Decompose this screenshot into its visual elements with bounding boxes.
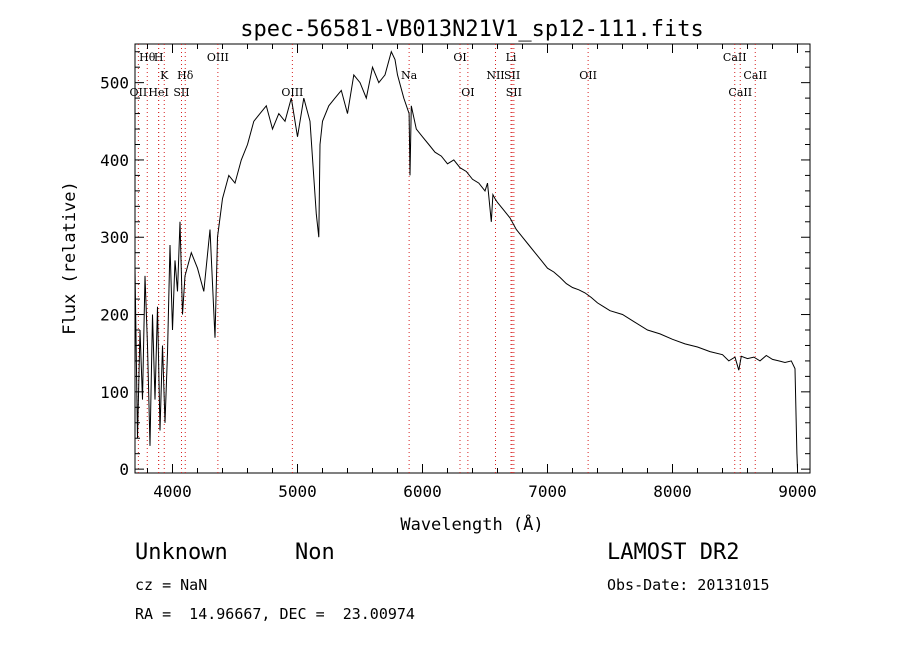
emission-line-label: SII — [504, 69, 520, 82]
y-tick-label: 400 — [100, 151, 129, 170]
y-tick-label: 300 — [100, 228, 129, 247]
emission-line-label: Hθ — [139, 51, 156, 64]
emission-line-label: OIII — [207, 51, 229, 64]
class-label: Unknown — [135, 540, 228, 565]
x-tick-label: 8000 — [653, 482, 692, 501]
spectrum-line — [134, 50, 798, 470]
x-tick-label: 5000 — [278, 482, 317, 501]
x-tick-label: 9000 — [778, 482, 817, 501]
plot-frame — [134, 43, 811, 474]
emission-line-label: K — [160, 69, 169, 82]
y-axis: 0 100 200 300 400 500 — [100, 51, 810, 479]
y-tick-label: 0 — [119, 460, 129, 479]
x-tick-label: 4000 — [153, 482, 192, 501]
emission-line-label: Hδ — [177, 69, 194, 82]
subclass-label: Non — [295, 540, 335, 565]
emission-line-label: SII — [506, 86, 522, 99]
y-tick-label: 100 — [100, 383, 129, 402]
coordinates-label: RA = 14.96667, DEC = 23.00974 — [135, 605, 415, 623]
survey-label: LAMOST DR2 — [607, 540, 740, 565]
y-axis-label: Flux (relative) — [60, 181, 80, 335]
emission-line-label: HeI — [148, 86, 168, 99]
chart-title: spec-56581-VB013N21V1_sp12-111.fits — [240, 17, 704, 42]
redshift-label: cz = NaN — [135, 576, 208, 594]
emission-line-label: H — [154, 51, 164, 64]
x-tick-label: 7000 — [528, 482, 567, 501]
emission-line-label: OII — [579, 69, 597, 82]
emission-line-label: OI — [461, 86, 474, 99]
y-tick-label: 200 — [100, 306, 129, 325]
emission-line-label: CaII — [723, 51, 747, 64]
emission-line-label: Li — [506, 51, 517, 64]
emission-line-label: OIII — [281, 86, 303, 99]
emission-line-label: NII — [486, 69, 504, 82]
emission-lines — [137, 44, 756, 473]
emission-line-label: OII — [130, 86, 148, 99]
y-tick-label: 500 — [100, 74, 129, 93]
x-tick-label: 6000 — [403, 482, 442, 501]
obs-date-label: Obs-Date: 20131015 — [607, 576, 770, 594]
emission-line-label: CaII — [728, 86, 752, 99]
emission-line-label: OI — [453, 51, 466, 64]
emission-line-label: SII — [173, 86, 189, 99]
x-axis-label: Wavelength (Å) — [400, 513, 543, 535]
emission-line-label: Na — [401, 69, 418, 82]
x-axis: 4000 5000 6000 7000 8000 9000 — [147, 44, 817, 501]
emission-line-label: CaII — [743, 69, 767, 82]
